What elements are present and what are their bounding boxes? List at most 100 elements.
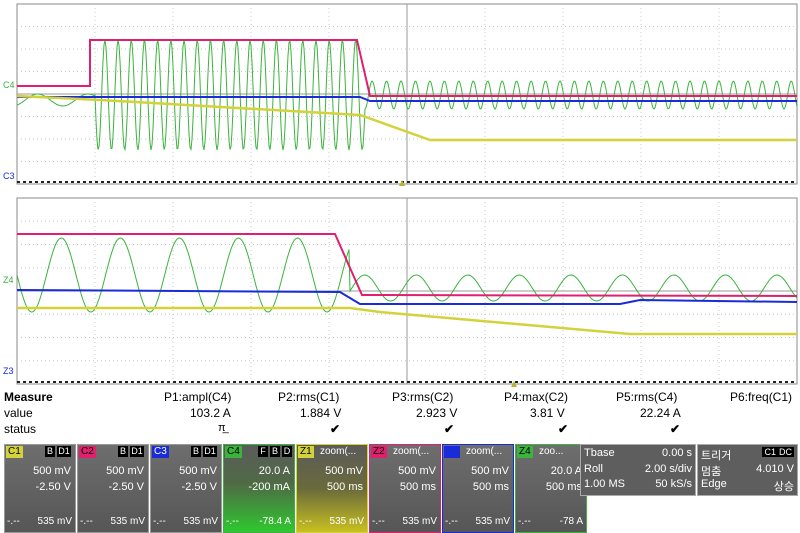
param-name[interactable]: P1:ampl(C4) <box>164 390 232 404</box>
channel-offset: -200 mA <box>248 481 290 493</box>
upper-ground-marker: C3 <box>3 171 15 181</box>
measure-value-row: value 103.2 A 1.884 V 2.923 V 3.81 V 22.… <box>0 406 800 422</box>
waveform-trace <box>17 306 797 336</box>
waveform-graticules: C4 C3 Z4 Z3 <box>3 3 798 387</box>
oscilloscope-display: C4 C3 Z4 Z3 <box>3 3 798 387</box>
pulse-status-icon: π̲ <box>218 422 226 434</box>
zoom-label: Z2 <box>371 446 387 458</box>
trigger-type: Edge <box>701 478 727 490</box>
zoom-scale: 20.0 A <box>550 465 582 477</box>
timebase-descriptor[interactable]: Tbase 0.00 s Roll 2.00 s/div 1.00 MS 50 … <box>580 444 696 496</box>
channel-label: C1 <box>6 446 23 458</box>
zoom-scale: 500 mV <box>471 465 509 477</box>
timebase-mode: Roll <box>584 463 603 475</box>
zoom-tile-z4[interactable]: Z4 zoo... 20.0 A 500 ms -.-- -78 A <box>515 444 587 533</box>
channel-tile-c3[interactable]: C3 B D1 500 mV -2.50 V -.-- 535 mV <box>150 444 222 533</box>
channel-label: C4 <box>225 446 242 458</box>
zoom-readout: 535 mV <box>402 516 437 527</box>
digital-badge: D <box>282 446 292 457</box>
zoom-title: zoom(... <box>320 446 357 457</box>
dash: -.-- <box>518 516 531 527</box>
upper-traces <box>16 38 798 152</box>
zoom-tile-z2[interactable]: Z2 zoom(... 500 mV 500 ms -.-- 535 mV <box>369 444 441 533</box>
status-row-label: status <box>4 422 37 436</box>
dash: -.-- <box>226 516 239 527</box>
check-icon: ✔ <box>670 422 681 436</box>
param-name[interactable]: P2:rms(C1) <box>278 390 340 404</box>
param-name[interactable]: P6:freq(C1) <box>730 390 793 404</box>
zoom-timebase: 500 ms <box>545 481 582 493</box>
bandwidth-badge: B <box>270 446 280 457</box>
timebase-sample-rate: 50 kS/s <box>655 478 692 490</box>
channel-label: C2 <box>79 446 96 458</box>
zoom-label: Z4 <box>517 446 533 458</box>
waveform-trace <box>16 237 798 313</box>
waveform-trace <box>17 96 797 102</box>
zoom-label: Z1 <box>298 446 314 458</box>
zoom-readout: 535 mV <box>329 516 364 527</box>
waveform-trace <box>16 94 797 142</box>
digital-badge: D1 <box>130 446 144 457</box>
lower-ground-marker: Z3 <box>3 366 14 376</box>
check-icon: ✔ <box>558 422 569 436</box>
channel-scale: 500 mV <box>106 465 144 477</box>
check-icon: ✔ <box>444 422 455 436</box>
channel-scale: 20.0 A <box>258 465 290 477</box>
measure-table: Measure P1:ampl(C4) P2:rms(C1) P3:rms(C2… <box>0 388 800 438</box>
bandwidth-badge: B <box>45 446 55 457</box>
zoom-title: zoom(... <box>393 446 430 457</box>
channel-readout: -78.4 A <box>259 516 291 527</box>
filter-badge: F <box>258 446 268 457</box>
param-name[interactable]: P5:rms(C4) <box>616 390 678 404</box>
dash: -.-- <box>372 516 385 527</box>
zoom-title: zoo... <box>539 446 564 457</box>
channel-label: C3 <box>152 446 169 458</box>
dash: -.-- <box>80 516 93 527</box>
trigger-level: 4.010 V <box>756 463 794 475</box>
zoom-timebase: 500 ms <box>399 481 436 493</box>
measure-header-row: Measure P1:ampl(C4) P2:rms(C1) P3:rms(C2… <box>0 390 800 406</box>
lower-trace-marker: Z4 <box>3 275 14 285</box>
zoom-tile-z1[interactable]: Z1 zoom(... 500 mV 500 ms -.-- 535 mV <box>296 444 368 533</box>
param-name[interactable]: P4:max(C2) <box>504 390 569 404</box>
channel-offset: -2.50 V <box>35 481 71 493</box>
channel-scale: 500 mV <box>33 465 71 477</box>
trigger-descriptor[interactable]: 트리거 C1 DC 멈춤 4.010 V Edge 상승 <box>697 444 798 496</box>
measure-status-row: status π̲ ✔ ✔ ✔ ✔ <box>0 422 800 438</box>
channel-tile-c4[interactable]: C4 F B D 20.0 A -200 mA -.-- -78.4 A <box>223 444 295 533</box>
zoom-timebase: 500 ms <box>472 481 509 493</box>
zoom-tile-z3[interactable]: Z3 zoom(... 500 mV 500 ms -.-- 535 mV <box>442 444 514 533</box>
channel-offset: -2.50 V <box>181 481 217 493</box>
timebase-title: Tbase <box>584 447 615 459</box>
channel-tile-c2[interactable]: C2 B D1 500 mV -2.50 V -.-- 535 mV <box>77 444 149 533</box>
bandwidth-badge: B <box>191 446 201 457</box>
timebase-per-div: 2.00 s/div <box>644 463 692 475</box>
zoom-readout: -78 A <box>559 516 583 527</box>
zoom-position-marker[interactable] <box>511 381 517 387</box>
timebase-delay: 0.00 s <box>662 447 692 459</box>
param-value: 22.24 A <box>640 406 681 420</box>
zoom-readout: 535 mV <box>475 516 510 527</box>
channel-scale: 500 mV <box>179 465 217 477</box>
digital-badge: D1 <box>203 446 217 457</box>
waveform-trace <box>16 38 798 152</box>
param-value: 3.81 V <box>530 406 565 420</box>
trigger-position-marker[interactable] <box>399 180 405 186</box>
check-icon: ✔ <box>330 422 341 436</box>
param-value: 1.884 V <box>300 406 342 420</box>
zoom-timebase: 500 ms <box>326 481 363 493</box>
trigger-state: 멈춤 <box>701 466 722 478</box>
param-name[interactable]: P3:rms(C2) <box>392 390 454 404</box>
zoom-scale: 500 mV <box>325 465 363 477</box>
measure-title: Measure <box>4 390 53 404</box>
dash: -.-- <box>153 516 166 527</box>
channel-tile-c1[interactable]: C1 B D1 500 mV -2.50 V -.-- 535 mV <box>4 444 76 533</box>
trigger-title: 트리거 <box>701 450 732 462</box>
waveform-trace <box>17 233 798 297</box>
timebase-samples: 1.00 MS <box>584 478 625 490</box>
zoom-label: Z3 <box>444 446 460 458</box>
dash: -.-- <box>445 516 458 527</box>
zoom-title: zoom(... <box>466 446 503 457</box>
channel-offset: -2.50 V <box>108 481 144 493</box>
zoom-scale: 500 mV <box>398 465 436 477</box>
